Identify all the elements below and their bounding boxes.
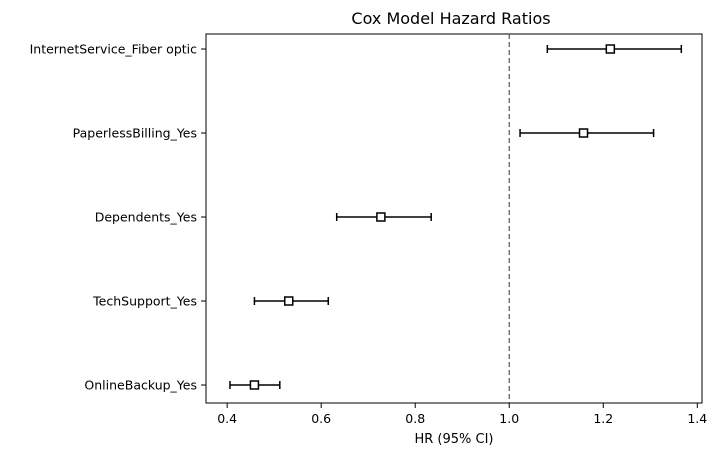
chart-title: Cox Model Hazard Ratios: [351, 9, 550, 28]
y-tick-label: Dependents_Yes: [95, 210, 197, 225]
plot-area: 0.4 0.6 0.8 1.0 1.2 1.4 InternetService_Fiber …: [30, 33, 707, 426]
x-tick-label: 0.6: [311, 411, 331, 426]
x-axis-label: HR (95% CI): [414, 432, 493, 447]
y-tick-label: TechSupport_Yes: [92, 294, 197, 309]
hr-point-marker: [578, 128, 589, 138]
hr-point-marker: [283, 296, 294, 306]
y-tick-label: InternetService_Fiber optic: [30, 42, 198, 57]
x-tick-label: 0.8: [405, 411, 425, 426]
hr-point-marker: [249, 380, 260, 390]
x-tick-label: 0.4: [217, 411, 237, 426]
x-tick-label: 1.2: [593, 411, 613, 426]
y-tick-label: OnlineBackup_Yes: [84, 378, 197, 393]
hr-point-marker: [605, 44, 616, 54]
x-tick-label: 1.0: [499, 411, 519, 426]
plot-frame: [205, 33, 703, 404]
x-tick-label: 1.4: [687, 411, 707, 426]
hr-point-marker: [376, 212, 386, 222]
y-tick-label: PaperlessBilling_Yes: [73, 126, 197, 141]
